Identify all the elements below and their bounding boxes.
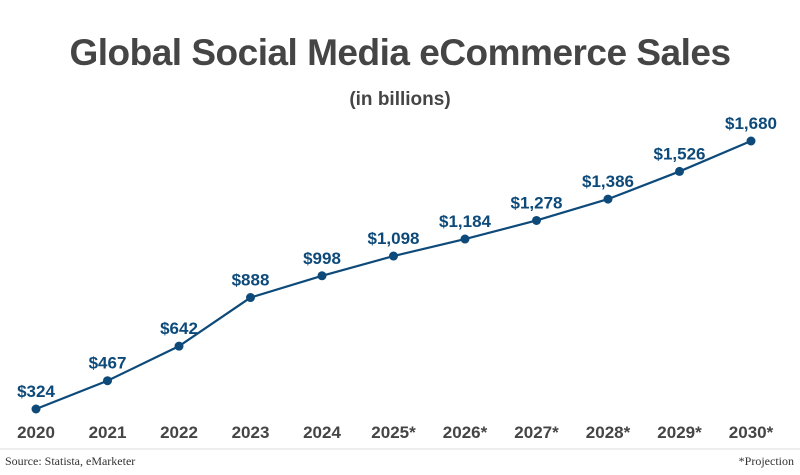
data-label: $324 — [17, 382, 55, 401]
data-label: $1,278 — [511, 193, 563, 212]
data-label: $1,386 — [582, 172, 634, 191]
data-label: $998 — [303, 249, 341, 268]
data-label: $1,680 — [725, 114, 777, 133]
data-point — [389, 251, 398, 261]
data-point — [675, 166, 684, 176]
data-label: $1,184 — [439, 212, 492, 231]
x-tick-label: 2029* — [657, 423, 702, 442]
x-tick-label: 2020 — [17, 423, 55, 442]
data-point — [246, 293, 255, 303]
x-tick-label: 2026* — [443, 423, 488, 442]
chart-subtitle: (in billions) — [349, 89, 451, 110]
data-label: $888 — [232, 271, 270, 290]
data-label: $467 — [89, 354, 127, 373]
chart-title: Global Social Media eCommerce Sales — [69, 32, 731, 73]
x-tick-label: 2021 — [89, 423, 127, 442]
projection-note: *Projection — [738, 454, 794, 468]
x-tick-label: 2023 — [232, 423, 270, 442]
x-tick-label: 2024 — [303, 423, 341, 442]
x-tick-label: 2030* — [729, 423, 774, 442]
x-tick-label: 2027* — [514, 423, 559, 442]
data-point — [532, 215, 541, 225]
data-point — [460, 234, 470, 244]
data-label: $642 — [160, 319, 198, 338]
source-note: Source: Statista, eMarketer — [5, 454, 136, 468]
data-point — [31, 404, 41, 414]
data-point — [174, 341, 184, 351]
data-label: $1,098 — [368, 229, 420, 248]
x-tick-label: 2025* — [371, 423, 416, 442]
series-line — [35, 139, 752, 411]
data-point — [603, 194, 613, 204]
data-point — [317, 271, 327, 281]
x-tick-label: 2028* — [586, 423, 631, 442]
data-label: $1,526 — [654, 144, 706, 163]
x-tick-label: 2022 — [160, 423, 198, 442]
data-point — [103, 376, 112, 386]
data-point — [746, 136, 756, 146]
